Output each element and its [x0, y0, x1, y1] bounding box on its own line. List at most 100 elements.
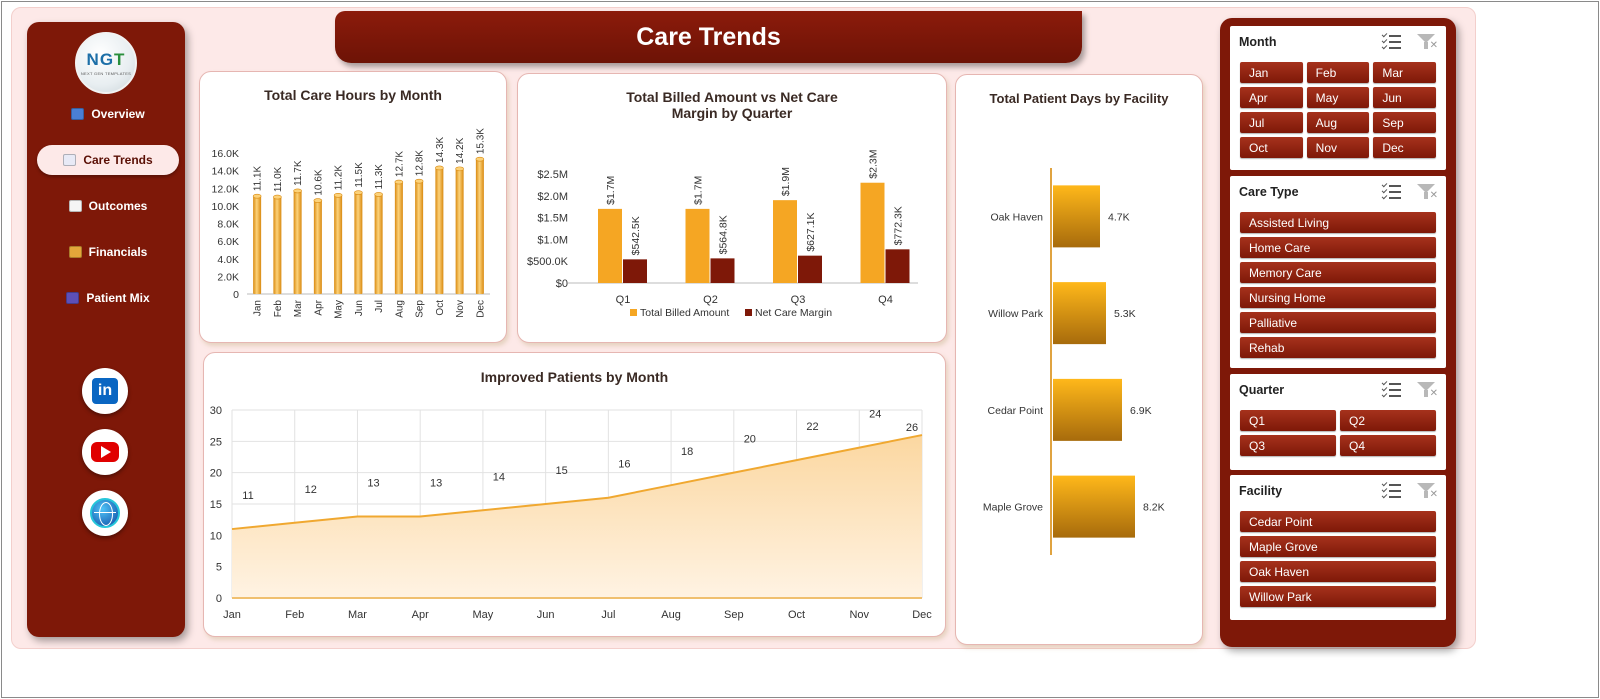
- data-label: 15.3K: [475, 128, 486, 154]
- slicer-chip[interactable]: Jul: [1240, 112, 1303, 133]
- linkedin-button[interactable]: in: [82, 368, 128, 414]
- slicer-care-type: Care Type ✕ Assisted Living Home Care Memory…: [1230, 176, 1446, 368]
- y-tick-label: $2.0M: [537, 191, 568, 203]
- slicer-chip[interactable]: Cedar Point: [1240, 511, 1436, 532]
- x-tick-label: Dec: [475, 300, 486, 318]
- data-label: 22: [806, 421, 818, 433]
- bar-cap: [293, 188, 302, 194]
- globe-icon: [90, 498, 120, 528]
- bar: [435, 167, 444, 294]
- slicer-chip[interactable]: Memory Care: [1240, 262, 1436, 283]
- bar: [293, 190, 302, 294]
- slicer-chip[interactable]: Dec: [1373, 137, 1436, 158]
- y-tick-label: 14.0K: [212, 166, 239, 178]
- data-label: $627.1K: [805, 213, 817, 252]
- bar-cap: [333, 193, 343, 198]
- clear-filter-icon[interactable]: ✕: [1416, 182, 1438, 201]
- data-label: $1.9M: [780, 167, 792, 196]
- x-tick-label: May: [473, 609, 494, 621]
- x-tick-label: Dec: [912, 609, 932, 621]
- slicer-chip[interactable]: Q3: [1240, 435, 1336, 456]
- data-label: 13: [430, 478, 442, 490]
- data-label: 11.1K: [253, 165, 264, 191]
- multi-select-icon[interactable]: [1381, 181, 1402, 200]
- clear-filter-icon[interactable]: ✕: [1416, 481, 1438, 500]
- data-label: $1.7M: [693, 176, 705, 205]
- bar-cap: [374, 192, 383, 197]
- data-label: 11: [242, 490, 253, 502]
- y-tick-label: 10.0K: [212, 201, 239, 213]
- linkedin-icon: in: [92, 378, 118, 404]
- slicer-chip[interactable]: Sep: [1373, 112, 1436, 133]
- y-tick-label: 0: [216, 593, 222, 605]
- slicer-chip[interactable]: Jan: [1240, 62, 1303, 83]
- nav-item-financials[interactable]: Financials: [37, 237, 179, 267]
- data-label: 11.2K: [334, 165, 345, 191]
- slicer-chip[interactable]: Aug: [1306, 112, 1370, 133]
- bar-cap: [475, 156, 485, 162]
- multi-select-icon[interactable]: [1381, 379, 1402, 398]
- nav-item-care-trends[interactable]: Care Trends: [37, 145, 179, 175]
- multi-select-icon[interactable]: [1381, 480, 1402, 499]
- data-label: 15: [556, 465, 568, 477]
- data-label: 11.3K: [374, 164, 385, 190]
- slicer-chip[interactable]: Oak Haven: [1240, 561, 1436, 582]
- slicer-chip[interactable]: May: [1306, 87, 1370, 108]
- slicer-chip[interactable]: Apr: [1240, 87, 1303, 108]
- slicer-chip[interactable]: Q2: [1340, 410, 1436, 431]
- margin-bar: [623, 259, 647, 283]
- slicer-chip[interactable]: Feb: [1306, 62, 1370, 83]
- x-tick-label: Sep: [415, 300, 426, 318]
- nav-item-label: Outcomes: [88, 199, 148, 213]
- clear-filter-icon[interactable]: ✕: [1416, 32, 1438, 51]
- nav-item-patient-mix[interactable]: Patient Mix: [37, 283, 179, 313]
- website-button[interactable]: [82, 490, 128, 536]
- x-tick-label: Jan: [253, 300, 264, 316]
- multi-select-icon[interactable]: [1381, 31, 1402, 50]
- patient-days-chart: Oak Haven 4.7K Willow Park 5.3K Cedar Point 6…: [983, 168, 1165, 555]
- slicer-chip[interactable]: Nursing Home: [1240, 287, 1436, 308]
- slicer-chip[interactable]: Home Care: [1240, 237, 1436, 258]
- youtube-button[interactable]: [82, 429, 128, 475]
- x-tick-label: Q4: [878, 294, 893, 306]
- clear-filter-icon[interactable]: ✕: [1416, 380, 1438, 399]
- x-tick-label: Jul: [374, 300, 385, 313]
- x-tick-label: Q3: [791, 294, 806, 306]
- slicer-tools: ✕: [1381, 31, 1438, 51]
- slicer-chip[interactable]: Palliative: [1240, 312, 1436, 333]
- slicer-tools: ✕: [1381, 480, 1438, 500]
- slicer-chip[interactable]: Q4: [1340, 435, 1436, 456]
- x-tick-label: Oct: [788, 609, 805, 621]
- slicer-chip[interactable]: Nov: [1306, 137, 1370, 158]
- improved-patients-card: Improved Patients by Month 0 5 10 15 20 25 30 1…: [203, 352, 946, 637]
- patient-days-card: Total Patient Days by Facility Oak Haven…: [955, 74, 1203, 645]
- bar: [455, 168, 464, 294]
- data-label: $1.7M: [605, 176, 617, 205]
- nav-item-overview[interactable]: Overview: [37, 99, 179, 129]
- slicer-title: Month: [1239, 35, 1277, 49]
- y-tick-label: Maple Grove: [983, 502, 1043, 514]
- y-tick-label: 25: [210, 436, 222, 448]
- area-line: [231, 434, 923, 531]
- slicer-chip[interactable]: Maple Grove: [1240, 536, 1436, 557]
- y-tick-label: 4.0K: [217, 254, 239, 266]
- data-label: 14: [493, 471, 505, 483]
- bar: [1053, 378, 1122, 441]
- slicer-chip[interactable]: Mar: [1373, 62, 1436, 83]
- slicer-chip[interactable]: Willow Park: [1240, 586, 1436, 607]
- nav-item-outcomes[interactable]: Outcomes: [37, 191, 179, 221]
- data-label: $2.3M: [868, 150, 880, 179]
- bar-cap: [414, 178, 424, 184]
- bar: [394, 182, 403, 294]
- slicer-chip[interactable]: Rehab: [1240, 337, 1436, 358]
- slicer-chip[interactable]: Assisted Living: [1240, 212, 1436, 233]
- slicer-chip[interactable]: Jun: [1373, 87, 1436, 108]
- data-label: $542.5K: [630, 216, 642, 255]
- slicer-chip[interactable]: Q1: [1240, 410, 1336, 431]
- page-title: Care Trends: [636, 22, 781, 51]
- slicer-tools: ✕: [1381, 181, 1438, 201]
- y-tick-label: 16.0K: [212, 148, 239, 160]
- slicer-chip[interactable]: Oct: [1240, 137, 1303, 158]
- bar: [273, 197, 282, 294]
